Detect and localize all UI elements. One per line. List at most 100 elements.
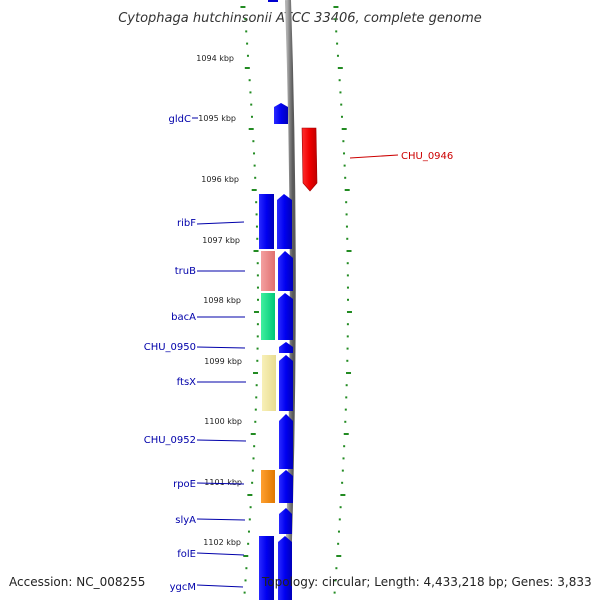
outer-rail-tick — [336, 54, 339, 57]
gene-label-slya[interactable]: slyA — [175, 515, 196, 526]
tick-label-1094: 1094 kbp — [196, 54, 234, 63]
inner-rail-tick — [248, 518, 251, 521]
inner-rail-tick — [256, 274, 259, 277]
gene-label-chu0952[interactable]: CHU_0952 — [144, 435, 196, 446]
outer-rail-tick — [334, 18, 337, 21]
gene-label-trub[interactable]: truB — [175, 266, 196, 277]
gene-baca-feature — [278, 293, 293, 340]
inner-rail-tick — [251, 469, 254, 472]
inner-rail-tick — [256, 323, 259, 326]
gene-chu0952-feature — [279, 414, 293, 469]
inner-rail-tick — [256, 359, 259, 362]
inner-rail-tick — [246, 42, 249, 45]
tick-label-1100: 1100 kbp — [204, 417, 242, 426]
outer-rail-tick — [335, 30, 338, 33]
kbp-tick-labels: 1094 kbp 1095 kbp 1096 kbp 1097 kbp 1098… — [196, 54, 242, 547]
gene-ribf-feature — [277, 194, 292, 249]
inner-rail-tick — [249, 91, 252, 94]
inner-rail-tick — [256, 298, 259, 301]
inner-rail-tick — [252, 457, 255, 460]
leader-ygcm — [196, 584, 244, 588]
gene-gldc-feature — [274, 103, 288, 124]
cog-block-ribf — [259, 194, 274, 249]
accession-text: Accession: NC_008255 — [9, 575, 146, 589]
tick-label-1099: 1099 kbp — [204, 357, 242, 366]
outer-rail-tick — [344, 189, 350, 191]
outer-rail-tick — [336, 42, 339, 45]
gene-rpoe-feature — [279, 470, 293, 503]
gene-label-baca[interactable]: bacA — [171, 312, 196, 323]
inner-rail-tick — [245, 30, 248, 33]
leader-chu0950 — [196, 346, 246, 349]
tick-label-1096: 1096 kbp — [201, 175, 239, 184]
cog-block-ftsx — [262, 355, 276, 411]
outer-rail-tick — [333, 591, 336, 594]
gene-label-rpoe[interactable]: rpoE — [173, 479, 196, 490]
outer-rail-tick — [346, 250, 352, 252]
forward-genes — [268, 0, 293, 600]
inner-rail-tick — [255, 213, 258, 216]
inner-rail-tick — [256, 262, 259, 265]
inner-rail-tick — [247, 494, 253, 496]
inner-rail-tick — [246, 54, 249, 57]
outer-rail-tick — [335, 567, 338, 570]
gene-label-chu0950[interactable]: CHU_0950 — [144, 342, 196, 353]
outer-rail-tick — [340, 494, 346, 496]
outer-rail-tick — [339, 91, 342, 94]
inner-rail-tick — [253, 445, 256, 448]
outer-rail-tick — [346, 311, 352, 313]
inner-rail-tick — [244, 579, 247, 582]
leader-slya — [196, 518, 246, 521]
outer-rail-tick — [344, 176, 347, 179]
inner-rail-tick — [250, 115, 253, 118]
gene-chu0950-feature — [279, 342, 293, 353]
outer-rail-tick — [346, 286, 349, 289]
gene-label-ribf[interactable]: ribF — [177, 218, 196, 229]
outer-rail-tick — [345, 396, 348, 399]
inner-rail-tick — [250, 103, 253, 106]
outer-rail-tick — [338, 79, 341, 82]
outer-rail-tick — [341, 469, 344, 472]
cog-block-fole — [259, 536, 274, 600]
inner-rail-tick — [244, 67, 250, 69]
outer-rail-tick — [346, 274, 349, 277]
inner-rail-tick — [254, 420, 257, 423]
leader-ribf — [196, 221, 245, 225]
inner-rail-tick — [254, 176, 257, 179]
gene-chu0946-feature — [301, 127, 318, 192]
inner-rail-tick — [248, 128, 254, 130]
gene-trub-feature — [278, 251, 293, 291]
inner-rail-tick — [253, 250, 259, 252]
outer-rail-tick — [346, 335, 349, 338]
gene-label-chu0946[interactable]: CHU_0946 — [401, 151, 453, 162]
outer-rail-tick — [344, 408, 347, 411]
outer-rail-tick — [341, 128, 347, 130]
gene-top-fragment — [268, 0, 278, 2]
outer-rail-tick — [340, 103, 343, 106]
tick-label-1097: 1097 kbp — [202, 236, 240, 245]
inner-rail-tick — [251, 189, 257, 191]
tick-rails — [240, 6, 352, 594]
outer-rail-tick — [346, 262, 349, 265]
gene-label-ygcm[interactable]: ygcM — [170, 582, 196, 593]
outer-rail-tick — [343, 164, 346, 167]
inner-rail-tick — [254, 408, 257, 411]
gene-label-ftsx[interactable]: ftsX — [177, 377, 196, 388]
inner-rail-tick — [253, 152, 256, 155]
outer-rail-tick — [346, 298, 349, 301]
outer-rail-tick — [345, 201, 348, 204]
outer-rail-tick — [346, 347, 349, 350]
inner-rail-tick — [251, 481, 254, 484]
outer-rail-tick — [338, 518, 341, 521]
inner-rail-tick — [249, 506, 252, 509]
gene-label-fole[interactable]: folE — [177, 549, 196, 560]
outer-rail-tick — [341, 481, 344, 484]
gene-label-gldc[interactable]: gldC — [169, 114, 191, 125]
cog-block-baca — [261, 293, 275, 340]
gene-fole-feature — [278, 536, 292, 600]
tick-label-1095: 1095 kbp — [198, 114, 236, 123]
inner-rail-tick — [243, 555, 249, 557]
leader-rpoe — [196, 482, 245, 485]
inner-rail-tick — [253, 311, 259, 313]
outer-rail-tick — [345, 225, 348, 228]
